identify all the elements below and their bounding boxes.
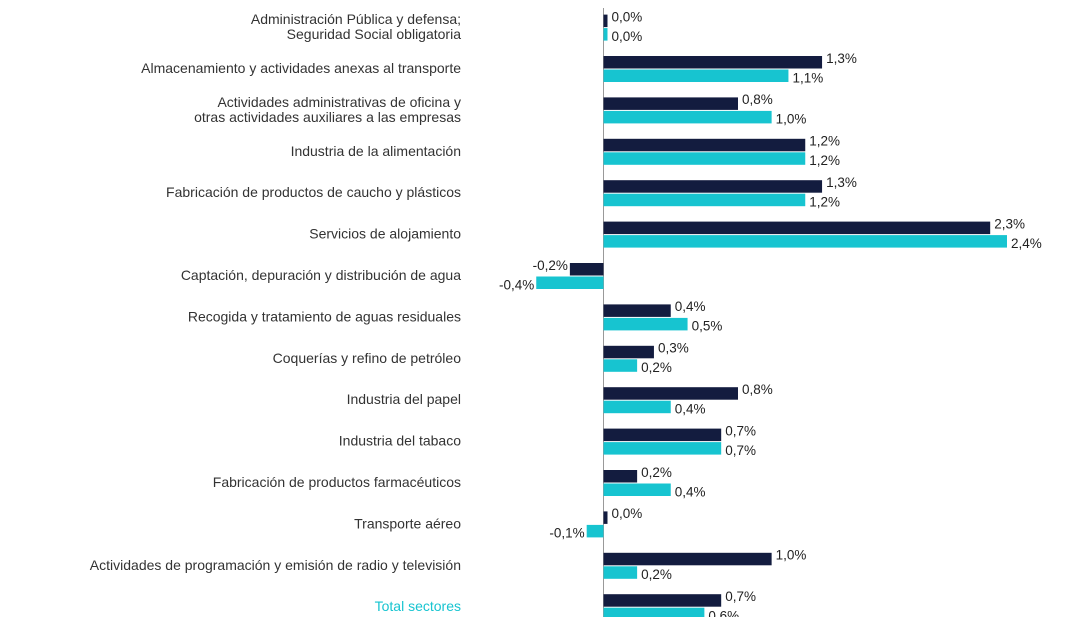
value-label: -0,2% [533, 258, 568, 273]
category-label: Fabricación de productos de caucho y plá… [166, 184, 461, 200]
bar [603, 14, 608, 28]
category-label: Industria del tabaco [339, 432, 461, 448]
value-label: -0,1% [549, 526, 584, 541]
bar [603, 607, 705, 617]
category-label: Total sectores [375, 598, 461, 614]
value-label: 0,4% [675, 402, 706, 417]
value-label: 0,6% [708, 609, 739, 617]
value-label: 0,8% [742, 382, 773, 397]
value-label: 0,0% [612, 29, 643, 44]
bar [603, 442, 722, 455]
category-label: Actividades de programación y emisión de… [90, 557, 461, 573]
value-label: 0,3% [658, 341, 689, 356]
category-label-line: Servicios de alojamiento [309, 225, 461, 241]
bar [603, 304, 671, 317]
bar [603, 28, 608, 41]
value-label: 0,0% [612, 506, 643, 521]
value-label: 1,3% [826, 175, 857, 190]
category-label: Actividades administrativas de oficina y… [194, 94, 461, 125]
value-label: 1,1% [792, 70, 823, 85]
bar [603, 138, 806, 152]
category-label: Almacenamiento y actividades anexas al t… [141, 60, 461, 76]
bar [603, 97, 738, 110]
category-label-line: Transporte aéreo [354, 515, 461, 531]
value-label: 0,7% [725, 589, 756, 604]
value-label: 0,8% [742, 92, 773, 107]
bar [603, 110, 772, 124]
value-label: 1,2% [809, 153, 840, 168]
bar [603, 180, 823, 193]
category-label-line: otras actividades auxiliares a las empre… [194, 109, 461, 125]
bar [536, 276, 604, 289]
value-label: -0,4% [499, 277, 534, 292]
bar [603, 317, 688, 331]
bar [586, 524, 604, 538]
bar [603, 552, 772, 566]
category-label-line: Fabricación de productos farmacéuticos [213, 474, 461, 490]
bar [569, 263, 604, 276]
bar [603, 428, 722, 442]
category-label-line: Fabricación de productos de caucho y plá… [166, 184, 461, 200]
category-label: Coquerías y refino de petróleo [273, 350, 462, 366]
bar [603, 470, 638, 483]
bar [603, 235, 1007, 248]
bar [603, 345, 654, 359]
category-label-line: Administración Pública y defensa; [251, 11, 461, 27]
bar [603, 56, 823, 69]
category-label: Captación, depuración y distribución de … [181, 267, 461, 283]
value-label: 2,4% [1011, 236, 1042, 251]
category-label-line: Actividades administrativas de oficina y [217, 94, 461, 110]
category-label-line: Captación, depuración y distribución de … [181, 267, 461, 283]
bar [603, 152, 806, 165]
category-label: Administración Pública y defensa; Segurid… [251, 11, 461, 42]
value-label: 0,0% [612, 9, 643, 24]
bar [603, 511, 608, 524]
bar [603, 400, 671, 414]
category-label: Recogida y tratamiento de aguas residual… [188, 308, 461, 324]
bar [603, 69, 789, 82]
bar [603, 193, 806, 207]
category-label-line: Seguridad Social obligatoria [287, 26, 462, 42]
category-label-line: Industria de la alimentación [291, 143, 461, 159]
category-label: Fabricación de productos farmacéuticos [213, 474, 461, 490]
bar [603, 483, 671, 496]
value-label: 1,0% [776, 548, 807, 563]
category-label-line: Almacenamiento y actividades anexas al t… [141, 60, 461, 76]
category-label-line: Industria del papel [347, 391, 461, 407]
value-label: 0,7% [725, 423, 756, 438]
bar [603, 566, 638, 579]
category-label: Industria de la alimentación [291, 143, 461, 159]
bar [603, 221, 991, 235]
value-label: 0,2% [641, 360, 672, 375]
value-label: 0,2% [641, 465, 672, 480]
bar [603, 359, 638, 372]
category-label: Servicios de alojamiento [309, 225, 461, 241]
category-label: Industria del papel [347, 391, 461, 407]
category-label: Transporte aéreo [354, 515, 461, 531]
value-label: 1,3% [826, 51, 857, 66]
value-label: 0,7% [725, 443, 756, 458]
category-label-line: Actividades de programación y emisión de… [90, 557, 461, 573]
value-label: 0,4% [675, 299, 706, 314]
value-label: 1,2% [809, 134, 840, 149]
value-label: 1,0% [776, 112, 807, 127]
value-label: 0,4% [675, 484, 706, 499]
category-label-line: Recogida y tratamiento de aguas residual… [188, 308, 461, 324]
category-label-line: Industria del tabaco [339, 432, 461, 448]
category-label-line: Coquerías y refino de petróleo [273, 350, 462, 366]
value-label: 2,3% [994, 216, 1025, 231]
category-label-line: Total sectores [375, 598, 461, 614]
bar [603, 387, 738, 400]
value-label: 1,2% [809, 195, 840, 210]
value-label: 0,2% [641, 567, 672, 582]
bar [603, 594, 722, 607]
value-label: 0,5% [692, 319, 723, 334]
